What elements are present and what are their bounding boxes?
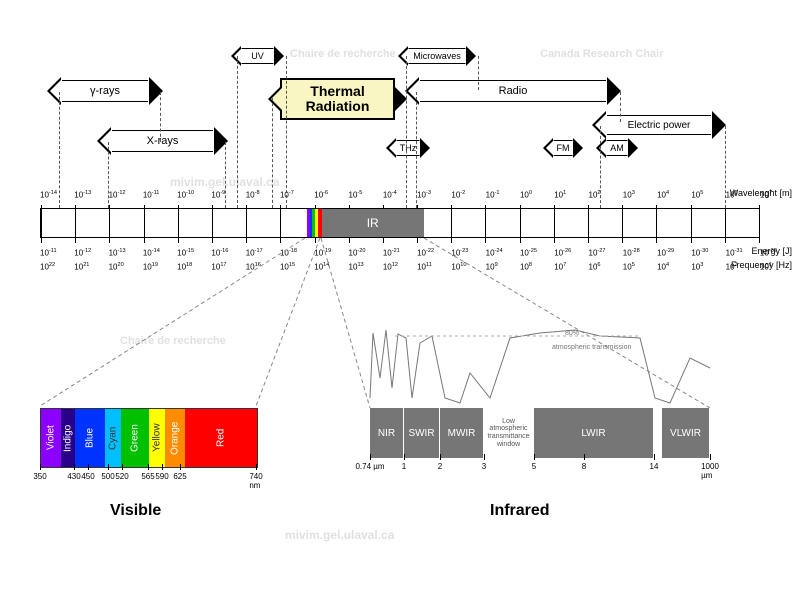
watermark: Chaire de recherche xyxy=(290,48,396,60)
frequency-scale: 1022102110201019101810171016101510141013… xyxy=(40,262,760,272)
band-radio: Radio xyxy=(418,80,608,102)
band-gamma: γ-rays xyxy=(60,80,150,102)
em-spectrum-diagram: Chaire de recherche Canada Research Chai… xyxy=(0,0,800,600)
atm-label: atmospheric transmission xyxy=(552,344,631,351)
visible-ticks: 350430450500520565590625740 nm xyxy=(40,472,256,492)
band-microwaves: Microwaves xyxy=(407,48,467,64)
visible-band-violet: Violet xyxy=(41,409,61,467)
ir-band-low-atmospheric-transmittance-window: Low atmospheric transmittance window xyxy=(484,408,534,458)
energy-label: Energy [J] xyxy=(751,246,792,256)
ir-band-mwir: MWIR xyxy=(440,408,484,458)
visible-band-indigo: Indigo xyxy=(61,409,75,467)
ir-band-lwir: LWIR xyxy=(534,408,654,458)
infrared-ticks: 0.74 µm12358141000 µm xyxy=(370,462,710,482)
frequency-label: Frequency [Hz] xyxy=(731,260,792,270)
band-thz: THz xyxy=(395,140,421,156)
ir-band-nir: NIR xyxy=(370,408,404,458)
band-uv: UV xyxy=(240,48,275,64)
atm-pct: 80% xyxy=(565,330,579,337)
visible-band-orange: Orange xyxy=(165,409,185,467)
visible-band-blue: Blue xyxy=(75,409,105,467)
visible-band-green: Green xyxy=(121,409,149,467)
ir-segment: IR xyxy=(322,209,424,237)
band-fm: FM xyxy=(552,140,574,156)
watermark: mivim.gel.ulaval.ca xyxy=(285,528,394,542)
visible-band-yellow: Yellow xyxy=(149,409,165,467)
infrared-spectrum: NIRSWIRMWIRLow atmospheric transmittance… xyxy=(370,408,710,458)
wavelength-scale: 10-1410-1310-1210-1110-1010-910-810-710-… xyxy=(40,190,760,200)
ir-band-vlwir: VLWIR xyxy=(662,408,710,458)
visible-spectrum: VioletIndigoBlueCyanGreenYellowOrangeRed xyxy=(40,408,258,468)
visible-band-cyan: Cyan xyxy=(105,409,121,467)
band-thermal: Thermal Radiation xyxy=(280,78,395,120)
watermark: Canada Research Chair xyxy=(540,48,664,60)
spectrum-bar: IR xyxy=(40,208,760,238)
visible-title: Visible xyxy=(110,502,161,520)
ir-band-swir: SWIR xyxy=(404,408,440,458)
band-electric: Electric power xyxy=(605,115,713,135)
watermark: Chaire de recherche xyxy=(120,335,226,347)
band-am: AM xyxy=(605,140,629,156)
band-xrays: X-rays xyxy=(110,130,215,152)
visible-band-red: Red xyxy=(185,409,257,467)
infrared-title: Infrared xyxy=(490,502,550,520)
wavelength-label: Wavelenght [m] xyxy=(730,188,792,198)
energy-scale: 10-1110-1210-1310-1410-1510-1610-1710-18… xyxy=(40,248,760,258)
ir-gap xyxy=(654,408,662,458)
